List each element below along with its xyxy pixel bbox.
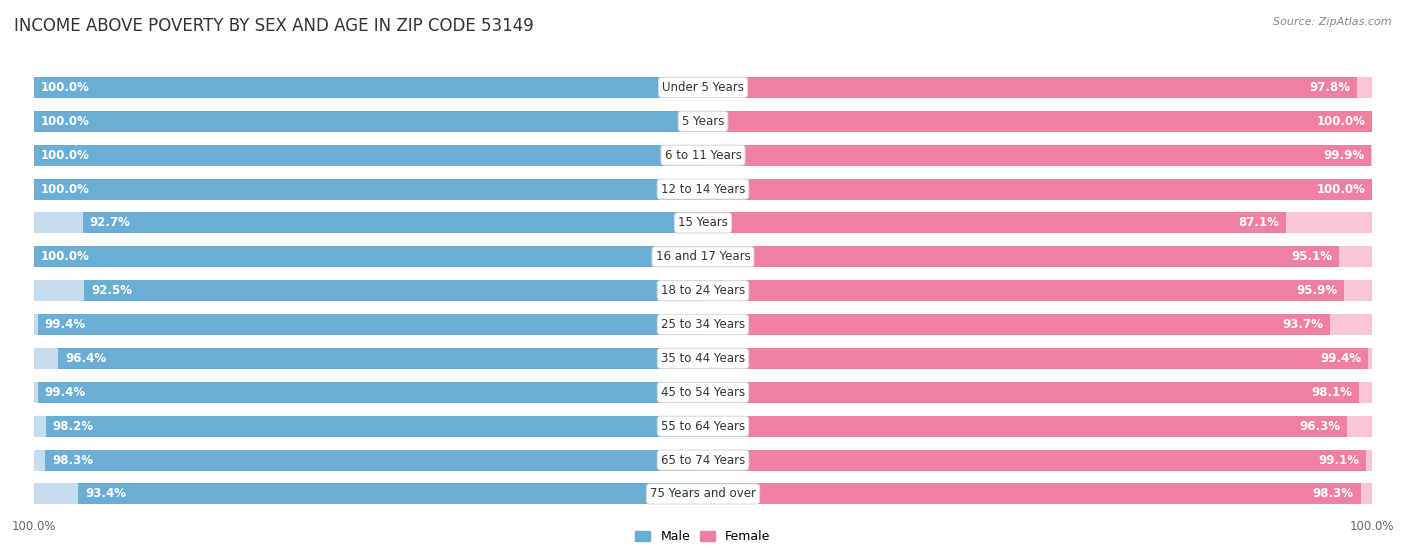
Text: 25 to 34 Years: 25 to 34 Years — [661, 318, 745, 331]
Bar — [79, 484, 703, 504]
Bar — [703, 416, 1372, 437]
Bar — [34, 484, 703, 504]
Bar — [34, 145, 703, 165]
Text: 92.5%: 92.5% — [91, 284, 132, 297]
Text: 5 Years: 5 Years — [682, 115, 724, 128]
Bar — [703, 314, 1330, 335]
Text: 95.1%: 95.1% — [1291, 250, 1333, 263]
Text: 93.4%: 93.4% — [84, 487, 127, 500]
Bar — [34, 178, 703, 200]
Text: 100.0%: 100.0% — [1316, 115, 1365, 128]
Text: 96.3%: 96.3% — [1299, 420, 1340, 433]
Legend: Male, Female: Male, Female — [630, 525, 776, 548]
Bar — [34, 449, 703, 471]
Bar — [703, 247, 1339, 267]
Bar — [703, 382, 1360, 403]
Bar — [703, 449, 1372, 471]
Text: 87.1%: 87.1% — [1239, 216, 1279, 229]
Bar — [34, 145, 703, 165]
Text: 96.4%: 96.4% — [65, 352, 105, 365]
Bar — [703, 77, 1372, 98]
Bar — [703, 111, 1372, 132]
Text: 98.3%: 98.3% — [52, 453, 93, 467]
Text: 75 Years and over: 75 Years and over — [650, 487, 756, 500]
Text: 100.0%: 100.0% — [1316, 183, 1365, 196]
Text: 99.4%: 99.4% — [45, 386, 86, 399]
Bar — [46, 416, 703, 437]
Text: 92.7%: 92.7% — [90, 216, 131, 229]
Bar — [38, 314, 703, 335]
Bar — [703, 111, 1372, 132]
Bar — [83, 212, 703, 234]
Bar — [703, 314, 1372, 335]
Text: 16 and 17 Years: 16 and 17 Years — [655, 250, 751, 263]
Text: Source: ZipAtlas.com: Source: ZipAtlas.com — [1274, 17, 1392, 27]
Bar — [703, 212, 1372, 234]
Text: 99.4%: 99.4% — [45, 318, 86, 331]
Bar — [703, 178, 1372, 200]
Text: 100.0%: 100.0% — [41, 250, 90, 263]
Bar — [703, 449, 1365, 471]
Text: 45 to 54 Years: 45 to 54 Years — [661, 386, 745, 399]
Bar — [34, 77, 703, 98]
Bar — [58, 348, 703, 369]
Bar — [34, 178, 703, 200]
Text: 35 to 44 Years: 35 to 44 Years — [661, 352, 745, 365]
Text: 100.0%: 100.0% — [41, 149, 90, 162]
Text: 98.2%: 98.2% — [53, 420, 94, 433]
Text: 93.7%: 93.7% — [1282, 318, 1323, 331]
Bar — [34, 247, 703, 267]
Bar — [34, 212, 703, 234]
Bar — [703, 212, 1285, 234]
Text: 98.3%: 98.3% — [1313, 487, 1354, 500]
Bar — [34, 348, 703, 369]
Text: 100.0%: 100.0% — [41, 81, 90, 94]
Text: 18 to 24 Years: 18 to 24 Years — [661, 284, 745, 297]
Bar — [703, 382, 1372, 403]
Bar — [703, 247, 1372, 267]
Text: INCOME ABOVE POVERTY BY SEX AND AGE IN ZIP CODE 53149: INCOME ABOVE POVERTY BY SEX AND AGE IN Z… — [14, 17, 534, 35]
Text: 55 to 64 Years: 55 to 64 Years — [661, 420, 745, 433]
Bar — [34, 314, 703, 335]
Bar — [703, 484, 1372, 504]
Bar — [34, 77, 703, 98]
Text: 99.9%: 99.9% — [1323, 149, 1364, 162]
Bar — [703, 348, 1368, 369]
Bar — [703, 77, 1357, 98]
Text: 97.8%: 97.8% — [1309, 81, 1351, 94]
Bar — [703, 416, 1347, 437]
Text: 95.9%: 95.9% — [1296, 284, 1337, 297]
Text: 65 to 74 Years: 65 to 74 Years — [661, 453, 745, 467]
Bar — [703, 145, 1371, 165]
Bar — [703, 348, 1372, 369]
Text: 15 Years: 15 Years — [678, 216, 728, 229]
Bar — [38, 382, 703, 403]
Text: 100.0%: 100.0% — [41, 183, 90, 196]
Bar — [34, 111, 703, 132]
Text: 98.1%: 98.1% — [1312, 386, 1353, 399]
Bar — [34, 247, 703, 267]
Text: 12 to 14 Years: 12 to 14 Years — [661, 183, 745, 196]
Text: 99.4%: 99.4% — [1320, 352, 1361, 365]
Bar — [703, 145, 1372, 165]
Bar — [703, 280, 1372, 301]
Bar — [703, 484, 1361, 504]
Text: 100.0%: 100.0% — [41, 115, 90, 128]
Bar — [703, 178, 1372, 200]
Bar — [34, 382, 703, 403]
Bar — [84, 280, 703, 301]
Text: 99.1%: 99.1% — [1319, 453, 1360, 467]
Bar — [34, 111, 703, 132]
Bar — [34, 416, 703, 437]
Bar — [703, 280, 1344, 301]
Text: 6 to 11 Years: 6 to 11 Years — [665, 149, 741, 162]
Bar — [34, 280, 703, 301]
Text: Under 5 Years: Under 5 Years — [662, 81, 744, 94]
Bar — [45, 449, 703, 471]
